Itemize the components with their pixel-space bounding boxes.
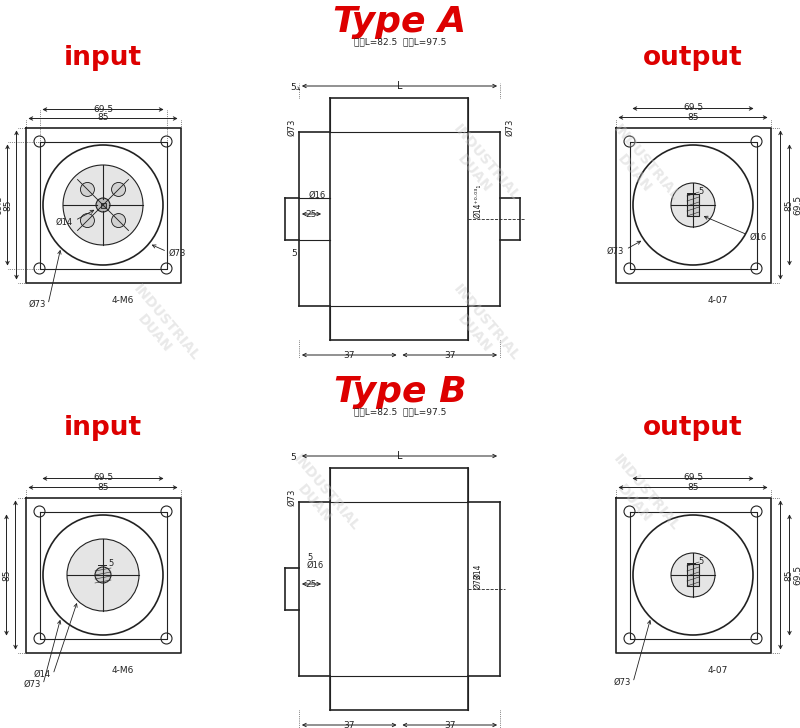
Text: 4-M6: 4-M6 [112, 296, 134, 305]
Circle shape [671, 183, 715, 227]
Text: 69.5: 69.5 [0, 565, 2, 585]
Text: 37: 37 [343, 721, 355, 728]
Text: 69.5: 69.5 [683, 103, 703, 113]
Text: 85: 85 [98, 483, 109, 491]
Text: Ø73: Ø73 [606, 247, 624, 256]
Circle shape [81, 183, 94, 197]
Text: 69.5: 69.5 [93, 473, 113, 483]
Text: 37: 37 [444, 721, 455, 728]
Text: output: output [643, 415, 743, 441]
Text: Ø14⁺⁰·⁰³₁: Ø14⁺⁰·⁰³₁ [473, 183, 482, 218]
Text: Ø73: Ø73 [169, 249, 186, 258]
Text: 37: 37 [444, 351, 455, 360]
Circle shape [671, 553, 715, 597]
Text: INDUSTRIAL
DUAN: INDUSTRIAL DUAN [118, 282, 202, 374]
Text: Ø73: Ø73 [473, 573, 482, 589]
Text: 85: 85 [785, 569, 794, 581]
Text: 一级L=82.5  二级L=97.5: 一级L=82.5 二级L=97.5 [354, 408, 446, 416]
Circle shape [81, 213, 94, 228]
Text: Ø14: Ø14 [473, 563, 482, 579]
Circle shape [111, 213, 126, 228]
Text: INDUSTRIAL
DUAN: INDUSTRIAL DUAN [438, 282, 522, 374]
Text: 85: 85 [785, 199, 794, 210]
Text: 5: 5 [108, 558, 114, 568]
Text: INDUSTRIAL
DUAN: INDUSTRIAL DUAN [438, 122, 522, 214]
Text: 4-M6: 4-M6 [112, 666, 134, 675]
Text: INDUSTRIAL
DUAN: INDUSTRIAL DUAN [598, 122, 682, 214]
Text: Ø16: Ø16 [309, 190, 326, 199]
Text: 5: 5 [307, 553, 312, 562]
Bar [687, 564, 699, 586]
Text: 85: 85 [3, 199, 13, 210]
Text: Type A: Type A [334, 5, 466, 39]
Text: 85: 85 [687, 483, 698, 491]
Text: 85: 85 [687, 113, 698, 122]
Text: 4-07: 4-07 [708, 296, 728, 305]
Text: 5: 5 [290, 454, 296, 462]
Text: input: input [64, 415, 142, 441]
Text: Ø14: Ø14 [56, 218, 73, 227]
Text: Ø14: Ø14 [34, 670, 51, 679]
Text: 69.5: 69.5 [683, 473, 703, 483]
Text: 85: 85 [98, 114, 109, 122]
Text: INDUSTRIAL
DUAN: INDUSTRIAL DUAN [598, 452, 682, 544]
Text: L: L [397, 81, 402, 91]
Text: output: output [643, 45, 743, 71]
Circle shape [96, 198, 110, 212]
Text: 5: 5 [291, 250, 297, 258]
Circle shape [95, 567, 111, 583]
Bar [687, 194, 699, 216]
Text: 5: 5 [698, 556, 703, 566]
Circle shape [111, 183, 126, 197]
Text: 25: 25 [306, 210, 317, 219]
Text: Type B: Type B [334, 375, 466, 409]
Text: 69.5: 69.5 [93, 105, 113, 114]
Text: Ø16: Ø16 [307, 561, 324, 569]
Text: Ø73: Ø73 [24, 680, 41, 689]
Text: Ø73: Ø73 [29, 300, 46, 309]
Text: input: input [64, 45, 142, 71]
Text: 一级L=82.5  二级L=97.5: 一级L=82.5 二级L=97.5 [354, 38, 446, 47]
Text: 25: 25 [306, 580, 317, 589]
Text: 37: 37 [343, 351, 355, 360]
Text: 4-07: 4-07 [708, 666, 728, 675]
Text: 85: 85 [2, 569, 11, 581]
Bar [101, 202, 106, 207]
Text: Ø73: Ø73 [505, 118, 514, 135]
Text: 69.5: 69.5 [794, 195, 800, 215]
Text: L: L [397, 451, 402, 461]
Circle shape [67, 539, 139, 611]
Text: Ø73: Ø73 [614, 678, 631, 687]
Circle shape [63, 165, 143, 245]
Text: Ø73: Ø73 [287, 488, 296, 505]
Text: INDUSTRIAL
DUAN: INDUSTRIAL DUAN [278, 452, 362, 544]
Text: 5: 5 [290, 84, 296, 92]
Text: 5: 5 [698, 186, 703, 196]
Text: Ø16: Ø16 [750, 232, 767, 242]
Text: 69.5: 69.5 [0, 195, 3, 215]
Text: Ø73: Ø73 [287, 118, 296, 135]
Text: 69.5: 69.5 [794, 565, 800, 585]
